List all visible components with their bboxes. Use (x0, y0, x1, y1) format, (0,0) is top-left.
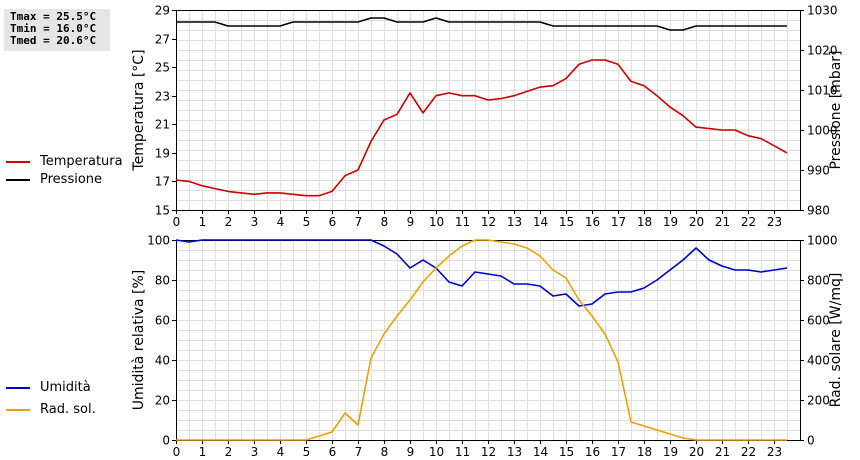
bottom-x-tick-label: 12 (481, 445, 496, 459)
top-x-tick-label: 4 (277, 215, 285, 229)
legend-swatch-pressione (6, 178, 30, 181)
series-line-rad-sol (176, 239, 787, 441)
stat-tmed: Tmed = 20.6°C (10, 34, 97, 47)
bottom-y-left-tick-label: 20 (155, 394, 170, 408)
stat-tmin: Tmin = 16.0°C (10, 22, 97, 35)
bottom-x-tick-label: 4 (277, 445, 285, 459)
bottom-x-tick-label: 17 (611, 445, 626, 459)
bottom-x-tick-label: 10 (429, 445, 444, 459)
bottom-y-left-tick-label: 40 (155, 354, 170, 368)
top-x-tick-label: 18 (637, 215, 652, 229)
bottom-x-tick-label: 13 (507, 445, 522, 459)
top-x-tick-label: 10 (429, 215, 444, 229)
bottom-x-tick-label: 14 (533, 445, 548, 459)
bottom-y-right-title: Rad. solare [W/mq] (828, 273, 844, 408)
legend-rad-sol: Rad. sol. (6, 402, 96, 418)
bottom-x-tick-label: 23 (767, 445, 782, 459)
top-x-tick-label: 0 (173, 215, 181, 229)
legend-swatch-temperatura (6, 160, 30, 163)
bottom-y-right-tick-label: 0 (807, 434, 815, 448)
top-y-right-title: Pressione [mbar] (828, 50, 844, 169)
top-x-tick-label: 15 (559, 215, 574, 229)
legend-label-temperatura: Temperatura (40, 154, 123, 169)
top-x-tick-label: 12 (481, 215, 496, 229)
legend-temperatura: Temperatura (6, 154, 123, 170)
bottom-x-tick-label: 7 (355, 445, 363, 459)
top-x-tick-label: 14 (533, 215, 548, 229)
top-x-tick-label: 16 (585, 215, 600, 229)
top-x-tick-label: 22 (741, 215, 756, 229)
top-y-right-tick-label: 1020 (807, 44, 838, 58)
bottom-y-right-tick-label: 200 (807, 394, 830, 408)
top-x-tick-label: 13 (507, 215, 522, 229)
bottom-x-tick-label: 18 (637, 445, 652, 459)
legend-swatch-umidita (6, 386, 30, 389)
bottom-y-right-tick-label: 800 (807, 274, 830, 288)
top-x-tick-label: 21 (715, 215, 730, 229)
series-line-umidit (175, 239, 788, 307)
top-x-tick-label: 6 (329, 215, 337, 229)
top-y-left-tick-label: 15 (155, 204, 170, 218)
legend-swatch-rad-sol (6, 408, 30, 411)
bottom-x-tick-label: 15 (559, 445, 574, 459)
bottom-y-left-tick-label: 60 (155, 314, 170, 328)
top-x-tick-label: 20 (689, 215, 704, 229)
stat-tmax: Tmax = 25.5°C (10, 10, 97, 23)
bottom-x-tick-label: 0 (173, 445, 181, 459)
top-x-tick-label: 17 (611, 215, 626, 229)
top-y-left-title: Temperatura [°C] (131, 49, 147, 171)
bottom-x-tick-label: 22 (741, 445, 756, 459)
bottom-y-left-tick-label: 100 (147, 234, 170, 248)
bottom-y-left-tick-label: 0 (162, 434, 170, 448)
top-y-right-tick-label: 1010 (807, 84, 838, 98)
legend-label-umidita: Umidità (40, 380, 91, 395)
top-x-tick-label: 23 (767, 215, 782, 229)
top-y-right-tick-label: 990 (807, 164, 830, 178)
legend-label-pressione: Pressione (40, 172, 103, 187)
legend-umidita: Umidità (6, 380, 91, 396)
top-y-left-tick-label: 17 (155, 175, 170, 189)
top-x-tick-label: 19 (663, 215, 678, 229)
legend-label-rad-sol: Rad. sol. (40, 402, 96, 417)
top-x-tick-label: 3 (251, 215, 259, 229)
top-x-tick-label: 8 (381, 215, 389, 229)
top-x-tick-label: 7 (355, 215, 363, 229)
bottom-x-tick-label: 6 (329, 445, 337, 459)
top-y-right-tick-label: 1000 (807, 124, 838, 138)
bottom-x-tick-label: 11 (455, 445, 470, 459)
bottom-x-tick-label: 3 (251, 445, 259, 459)
top-y-left-tick-label: 29 (155, 4, 170, 18)
top-x-tick-label: 9 (407, 215, 415, 229)
bottom-y-right-tick-label: 400 (807, 354, 830, 368)
bottom-y-left-title: Umidità relativa [%] (131, 270, 147, 411)
series-line-temperatura (175, 59, 788, 197)
bottom-x-tick-label: 20 (689, 445, 704, 459)
bottom-y-left-tick-label: 80 (155, 274, 170, 288)
bottom-y-right-tick-label: 1000 (807, 234, 838, 248)
stats-box: Tmax = 25.5°C Tmin = 16.0°C Tmed = 20.6°… (4, 9, 110, 51)
top-y-left-tick-label: 21 (155, 118, 170, 132)
bottom-x-tick-label: 1 (199, 445, 207, 459)
top-y-left-tick-label: 23 (155, 90, 170, 104)
bottom-x-tick-label: 16 (585, 445, 600, 459)
top-y-left-tick-label: 27 (155, 33, 170, 47)
bottom-x-tick-label: 8 (381, 445, 389, 459)
series-line-pressione (176, 17, 787, 31)
bottom-x-tick-label: 21 (715, 445, 730, 459)
top-y-left-tick-label: 19 (155, 147, 170, 161)
legend-pressione: Pressione (6, 172, 102, 188)
bottom-x-tick-label: 5 (303, 445, 311, 459)
bottom-y-right-tick-label: 600 (807, 314, 830, 328)
top-x-tick-label: 5 (303, 215, 311, 229)
top-x-tick-label: 1 (199, 215, 207, 229)
bottom-x-tick-label: 9 (407, 445, 415, 459)
top-x-tick-label: 11 (455, 215, 470, 229)
top-y-right-tick-label: 1030 (807, 4, 838, 18)
bottom-x-tick-label: 19 (663, 445, 678, 459)
top-x-tick-label: 2 (225, 215, 233, 229)
top-y-right-tick-label: 980 (807, 204, 830, 218)
top-y-left-tick-label: 25 (155, 61, 170, 75)
bottom-x-tick-label: 2 (225, 445, 233, 459)
